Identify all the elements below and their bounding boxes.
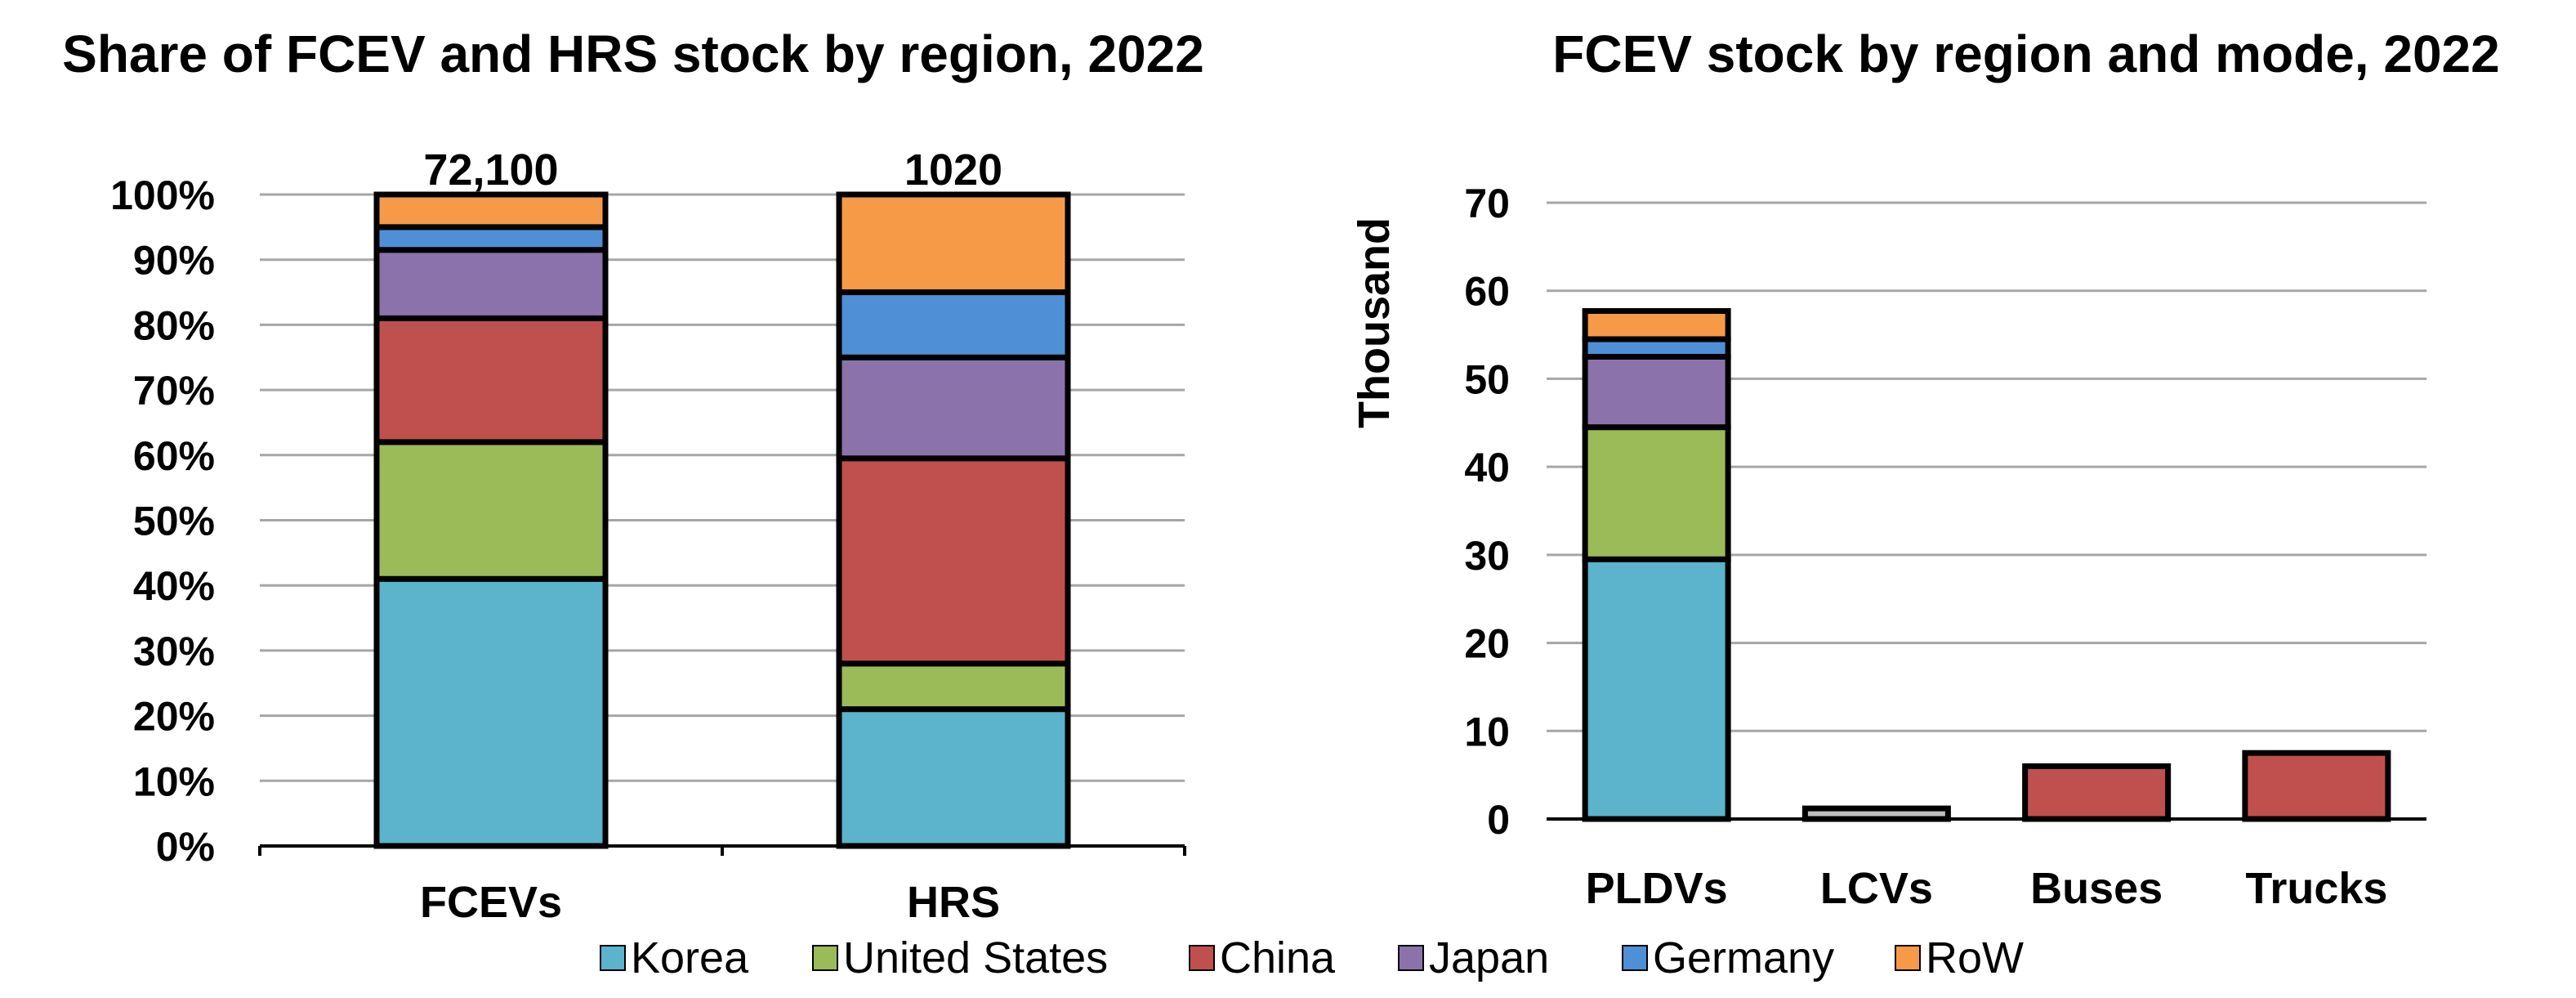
y-tick-label: 50% [133,499,215,544]
legend-label-korea: Korea [631,933,749,982]
x-category-label: LCVs [1820,864,1933,913]
y-tick-label: 20 [1464,621,1510,667]
legend-swatch-germany [1622,945,1648,971]
legend-label-germany: Germany [1653,933,1834,982]
bar-segment-hrs-row [836,191,1071,296]
y-tick-label: 0 [1487,797,1510,843]
bar-segment-fcevs-germany [373,224,609,253]
bar-segment-fcevs-korea [373,575,609,849]
bar-segment-buses-china [2022,763,2172,822]
legend-label-united-states: United States [843,933,1108,982]
stock-chart-title: FCEV stock by region and mode, 2022 [1552,25,2499,83]
legend-label-china: China [1220,933,1336,982]
bar-segment-pldvs-korea [1582,556,1731,822]
y-tick-label: 20% [133,694,215,740]
legend-label-japan: Japan [1429,933,1549,982]
y-tick-label: 10% [133,759,215,804]
bar-segment-hrs-korea [836,706,1071,849]
y-tick-label: 30 [1464,533,1510,579]
y-tick-label: 70 [1464,181,1510,226]
bar-segment-fcevs-united-states [373,439,609,582]
y-tick-label: 50 [1464,356,1510,402]
x-category-label: Trucks [2245,864,2387,913]
bar-segment-hrs-united-states [836,660,1071,713]
x-category-label: HRS [907,878,1000,927]
stock-chart-ylabel: Thousand [1350,217,1399,428]
y-tick-label: 90% [133,238,215,284]
legend-swatch-row [1895,945,1921,971]
bar-total-label: 72,100 [423,145,558,195]
y-tick-label: 0% [156,824,215,870]
legend-swatch-japan [1398,945,1424,971]
x-category-label: FCEVs [420,878,562,927]
y-tick-label: 10 [1464,709,1510,754]
y-tick-label: 100% [110,172,215,218]
y-tick-label: 70% [133,368,215,414]
share-chart: Share of FCEV and HRS stock by region, 2… [62,25,1204,927]
bar-segment-hrs-germany [836,289,1071,360]
legend-swatch-korea [600,945,626,971]
bar-segment-hrs-china [836,455,1071,667]
bar-total-label: 1020 [904,145,1002,195]
bar-segment-fcevs-china [373,315,609,445]
bar-segment-pldvs-united-states [1582,424,1731,562]
bar-segment-fcevs-japan [373,247,609,321]
share-chart-title: Share of FCEV and HRS stock by region, 2… [62,25,1204,83]
bar-segment-pldvs-row [1582,307,1731,342]
bar-segment-trucks-china [2242,750,2391,822]
bar-segment-pldvs-japan [1582,354,1731,431]
legend-swatch-united-states [812,945,838,971]
x-category-label: Buses [2030,864,2163,913]
legend-swatch-china [1189,945,1215,971]
x-category-label: PLDVs [1586,864,1728,913]
bar-segment-hrs-japan [836,354,1071,462]
stock-chart: FCEV stock by region and mode, 2022 Thou… [1350,25,2500,913]
legend-label-row: RoW [1926,933,2024,982]
legend: Korea United States China Japan Germany RoW [600,933,2024,982]
y-tick-label: 30% [133,629,215,674]
bar-segment-fcevs-row [373,191,609,230]
y-tick-label: 60 [1464,269,1510,315]
y-tick-label: 40 [1464,445,1510,490]
y-tick-label: 80% [133,302,215,348]
y-tick-label: 40% [133,563,215,609]
y-tick-label: 60% [133,433,215,479]
